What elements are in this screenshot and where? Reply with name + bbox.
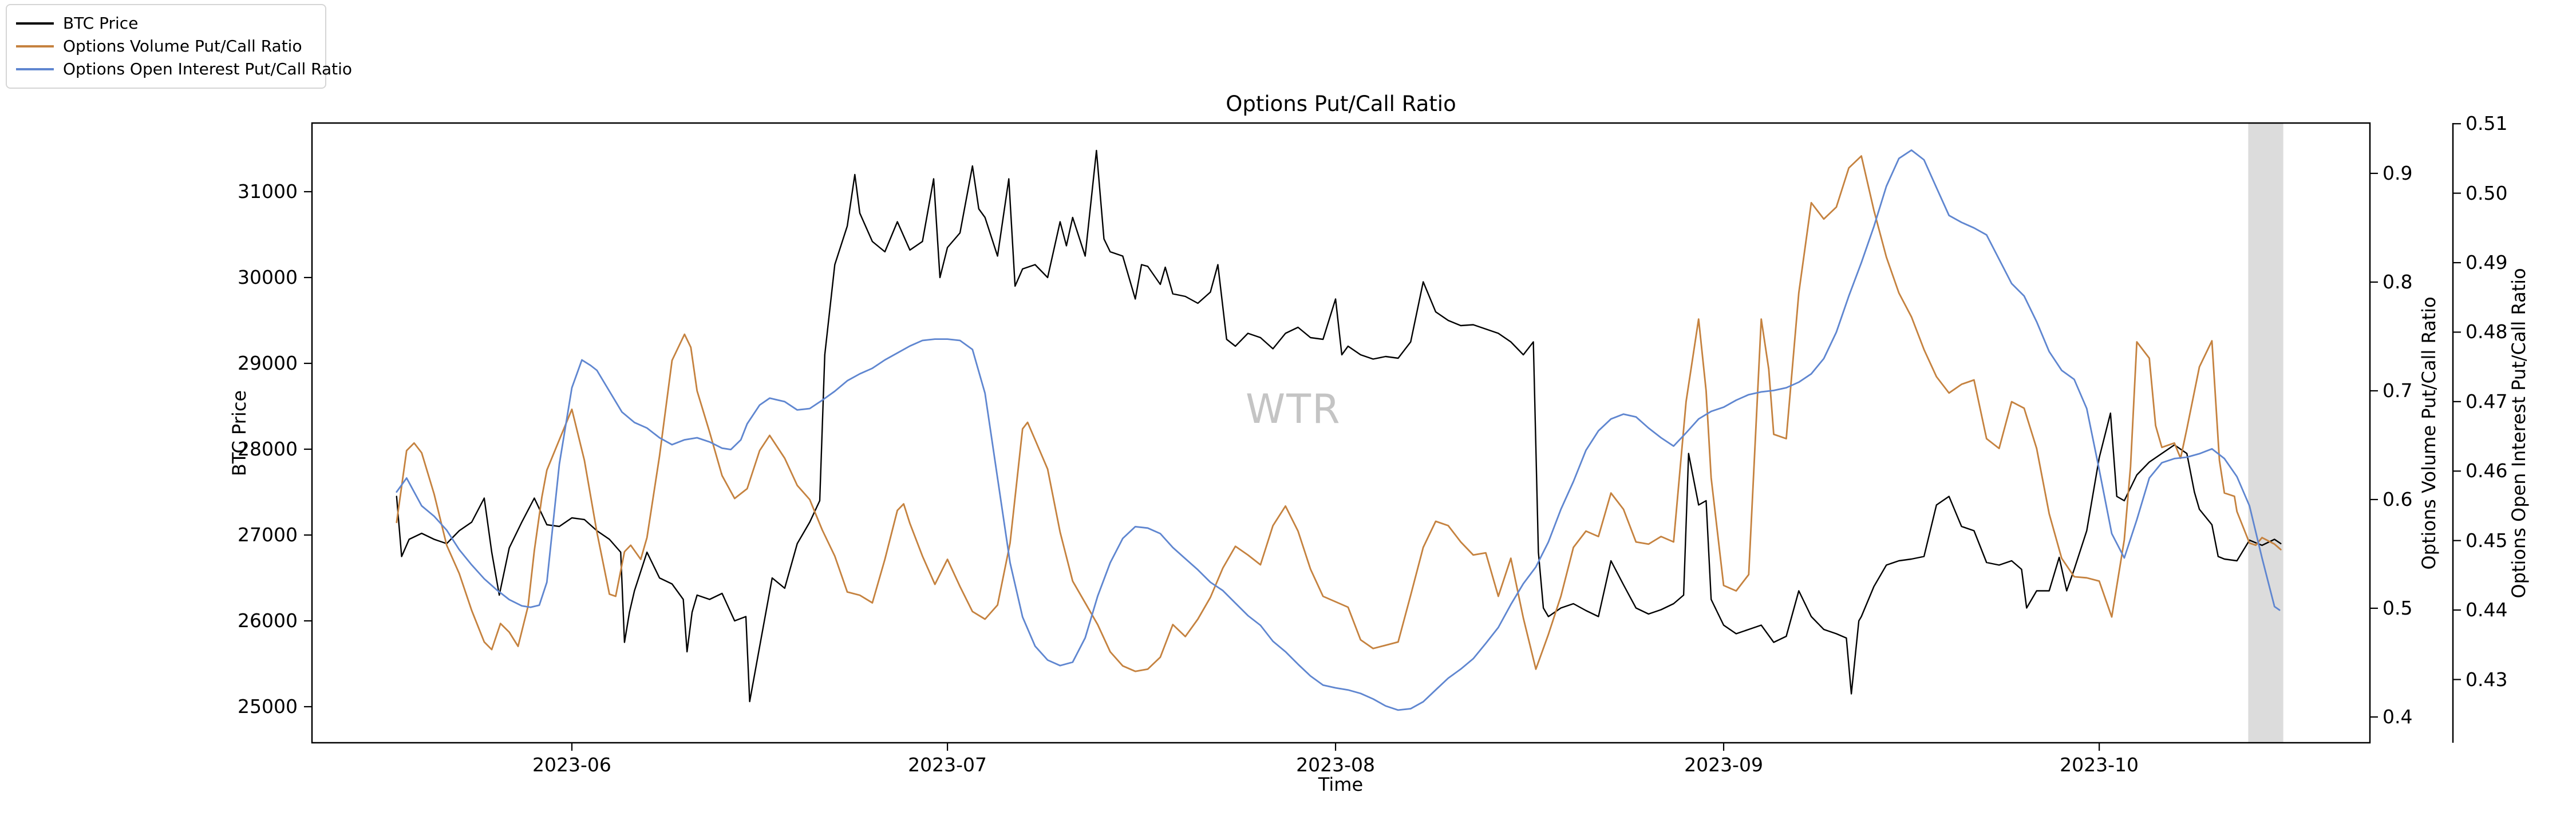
btc-price-tick-label: 29000	[238, 352, 298, 374]
legend: BTC Price Options Volume Put/Call Ratio …	[6, 4, 352, 89]
volume-ratio-tick-label: 0.9	[2383, 161, 2413, 184]
x-tick-label: 2023-08	[1296, 754, 1375, 776]
x-tick-label: 2023-07	[908, 754, 987, 776]
legend-label: BTC Price	[63, 14, 139, 33]
open-interest-ratio-tick-label: 0.50	[2466, 181, 2508, 204]
legend-label: Options Volume Put/Call Ratio	[63, 37, 302, 56]
volume-ratio-tick-label: 0.7	[2383, 379, 2413, 402]
btc-price-line	[396, 149, 2282, 703]
btc-price-tick-label: 27000	[238, 524, 298, 546]
open-interest-ratio-tick-label: 0.49	[2466, 251, 2508, 274]
open-interest-ratio-tick-label: 0.45	[2466, 529, 2508, 552]
btc-price-tick-label: 26000	[238, 609, 298, 632]
legend-item-btc-price: BTC Price	[16, 12, 315, 35]
btc-price-tick-label: 25000	[238, 695, 298, 718]
volume-ratio-tick-label: 0.5	[2383, 596, 2413, 619]
x-tick-label: 2023-06	[532, 754, 611, 776]
legend-label: Options Open Interest Put/Call Ratio	[63, 60, 353, 78]
plot-frame	[311, 122, 2371, 744]
btc-price-tick-label: 31000	[238, 180, 298, 203]
watermark: WTR	[1246, 386, 1341, 433]
volume-ratio-tick-label: 0.4	[2383, 705, 2413, 728]
open-interest-ratio-tick-label: 0.48	[2466, 320, 2508, 343]
x-axis-label: Time	[1318, 774, 1364, 795]
x-tick-label: 2023-09	[1684, 754, 1763, 776]
options-volume-put-call-ratio-line	[396, 155, 2282, 672]
open-interest-ratio-tick-label: 0.44	[2466, 599, 2508, 621]
volume-put-call-line-swatch	[16, 45, 54, 47]
volume-ratio-tick-label: 0.8	[2383, 270, 2413, 293]
open-interest-ratio-tick-label: 0.46	[2466, 459, 2508, 482]
chart-title: Options Put/Call Ratio	[1226, 92, 1456, 116]
btc-price-tick-label: 28000	[238, 438, 298, 460]
open-interest-put-call-line-swatch	[16, 68, 54, 70]
open-interest-ratio-tick-label: 0.43	[2466, 668, 2508, 691]
highlight-band	[2248, 123, 2283, 743]
open-interest-ratio-tick-label: 0.47	[2466, 390, 2508, 413]
x-tick-label: 2023-10	[2060, 754, 2139, 776]
volume-ratio-tick-label: 0.6	[2383, 488, 2413, 510]
btc-price-line-swatch	[16, 22, 54, 25]
options-open-interest-put-call-ratio-line	[396, 149, 2281, 711]
open-interest-ratio-tick-label: 0.51	[2466, 112, 2508, 135]
legend-item-open-interest-put-call: Options Open Interest Put/Call Ratio	[16, 58, 352, 81]
legend-item-volume-put-call: Options Volume Put/Call Ratio	[16, 35, 315, 58]
btc-price-tick-label: 30000	[238, 266, 298, 288]
